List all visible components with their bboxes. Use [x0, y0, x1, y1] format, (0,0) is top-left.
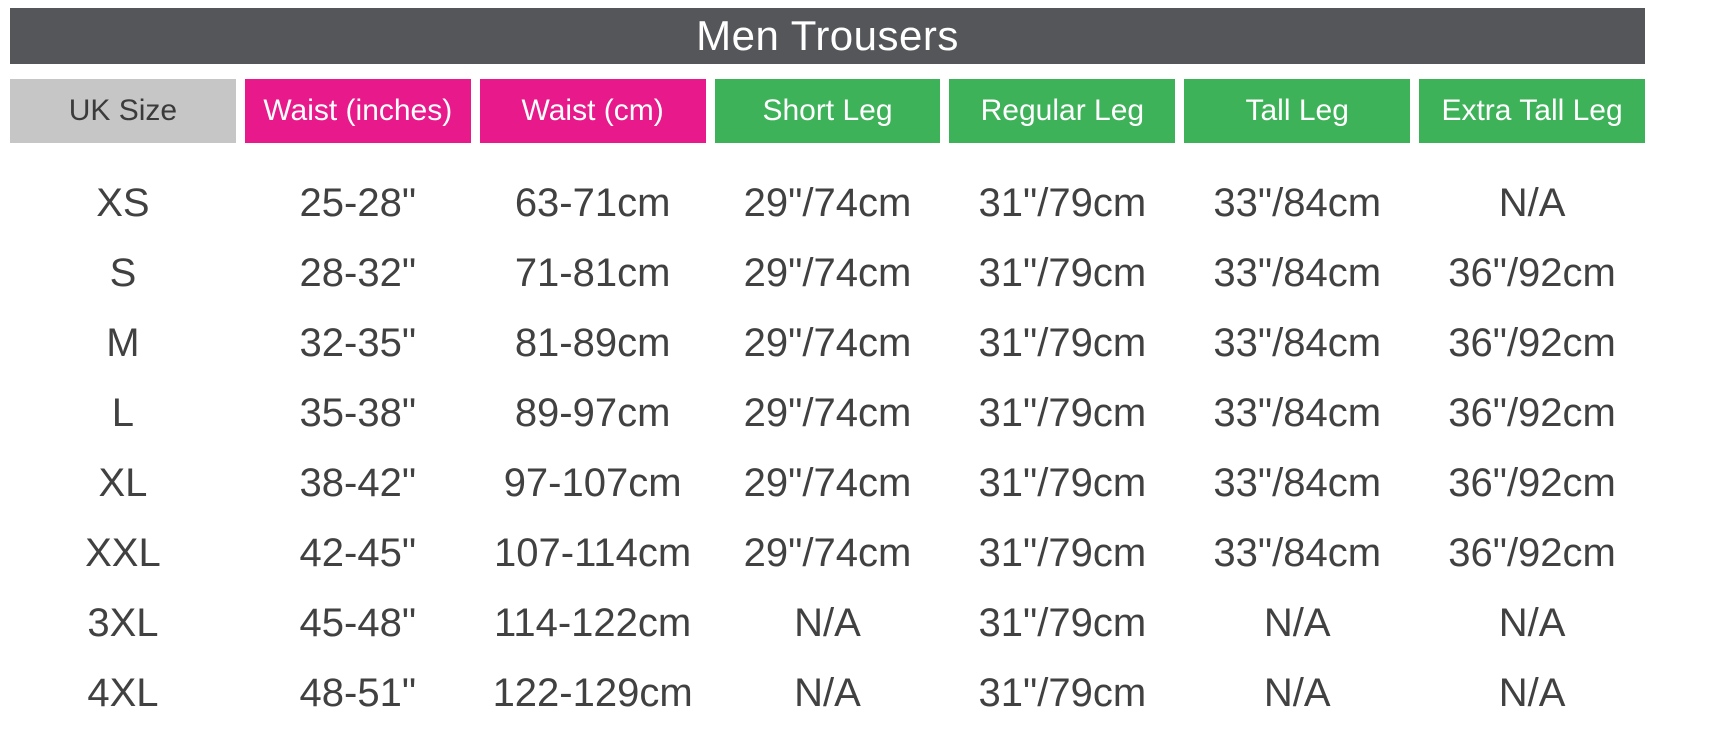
cell-tall-leg: N/A — [1263, 670, 1331, 715]
cell-regular-leg: 31"/79cm — [978, 180, 1147, 225]
cell-tall-leg: 33"/84cm — [1213, 250, 1382, 295]
cell-tall-leg: 33"/84cm — [1213, 530, 1382, 575]
table-row-m: M 32-35" 81-89cm 29"/74cm 31"/79cm 33"/8… — [10, 308, 1645, 378]
cell-waist-cm: 97-107cm — [503, 460, 682, 505]
cell-short-leg: N/A — [794, 600, 861, 645]
cell-short-leg: N/A — [794, 670, 861, 715]
cell-short-leg: 29"/74cm — [743, 390, 912, 435]
column-header-waist-cm: Waist (cm) — [479, 79, 706, 143]
cell-waist-cm: 89-97cm — [514, 390, 671, 435]
table-row-s: S 28-32" 71-81cm 29"/74cm 31"/79cm 33"/8… — [10, 238, 1645, 308]
cell-extra-tall-leg: N/A — [1498, 180, 1566, 225]
cell-size: XS — [96, 180, 150, 225]
table-row-xxl: XXL 42-45" 107-114cm 29"/74cm 31"/79cm 3… — [10, 518, 1645, 588]
cell-waist-inches: 25-28" — [299, 180, 417, 225]
cell-regular-leg: 31"/79cm — [978, 390, 1147, 435]
cell-extra-tall-leg: 36"/92cm — [1448, 530, 1616, 575]
cell-regular-leg: 31"/79cm — [978, 600, 1147, 645]
cell-short-leg: 29"/74cm — [743, 320, 912, 365]
cell-waist-inches: 35-38" — [299, 390, 417, 435]
cell-extra-tall-leg: 36"/92cm — [1448, 460, 1616, 505]
cell-waist-inches: 38-42" — [299, 460, 417, 505]
cell-extra-tall-leg: 36"/92cm — [1448, 320, 1616, 365]
cell-regular-leg: 31"/79cm — [978, 250, 1147, 295]
table-row-4xl: 4XL 48-51" 122-129cm N/A 31"/79cm N/A N/… — [10, 658, 1645, 728]
table-body: XS 25-28" 63-71cm 29"/74cm 31"/79cm 33"/… — [10, 168, 1645, 728]
cell-short-leg: 29"/74cm — [743, 530, 912, 575]
cell-waist-inches: 42-45" — [299, 530, 417, 575]
cell-regular-leg: 31"/79cm — [978, 320, 1147, 365]
column-header-extra-tall-leg: Extra Tall Leg — [1419, 79, 1645, 143]
column-header-waist-inches: Waist (inches) — [244, 79, 471, 143]
cell-regular-leg: 31"/79cm — [978, 530, 1147, 575]
table-row-l: L 35-38" 89-97cm 29"/74cm 31"/79cm 33"/8… — [10, 378, 1645, 448]
cell-regular-leg: 31"/79cm — [978, 460, 1147, 505]
table-row-xs: XS 25-28" 63-71cm 29"/74cm 31"/79cm 33"/… — [10, 168, 1645, 238]
cell-waist-inches: 28-32" — [299, 250, 417, 295]
column-header-short-leg: Short Leg — [714, 79, 941, 143]
cell-tall-leg: N/A — [1263, 600, 1331, 645]
table-row-3xl: 3XL 45-48" 114-122cm N/A 31"/79cm N/A N/… — [10, 588, 1645, 658]
cell-waist-cm: 81-89cm — [514, 320, 671, 365]
cell-size: XL — [98, 460, 148, 505]
cell-size: 3XL — [87, 600, 159, 645]
cell-extra-tall-leg: N/A — [1498, 600, 1566, 645]
title-bar: Men Trousers — [10, 8, 1645, 64]
table-header-row: UK Size Waist (inches) Waist (cm) Short … — [10, 79, 1645, 143]
cell-short-leg: 29"/74cm — [743, 180, 912, 225]
cell-regular-leg: 31"/79cm — [978, 670, 1147, 715]
column-header-uk-size: UK Size — [10, 79, 236, 143]
page-title: Men Trousers — [696, 12, 959, 59]
cell-extra-tall-leg: 36"/92cm — [1448, 390, 1616, 435]
cell-waist-cm: 107-114cm — [494, 530, 692, 575]
cell-tall-leg: 33"/84cm — [1213, 390, 1382, 435]
table-row-xl: XL 38-42" 97-107cm 29"/74cm 31"/79cm 33"… — [10, 448, 1645, 518]
column-header-tall-leg: Tall Leg — [1184, 79, 1411, 143]
cell-extra-tall-leg: N/A — [1498, 670, 1566, 715]
cell-waist-inches: 45-48" — [299, 600, 417, 645]
cell-size: S — [109, 250, 137, 295]
cell-short-leg: 29"/74cm — [743, 460, 912, 505]
cell-size: M — [106, 320, 140, 365]
cell-size: 4XL — [87, 670, 159, 715]
cell-short-leg: 29"/74cm — [743, 250, 912, 295]
cell-tall-leg: 33"/84cm — [1213, 180, 1382, 225]
cell-size: XXL — [85, 530, 161, 575]
cell-tall-leg: 33"/84cm — [1213, 320, 1382, 365]
cell-waist-cm: 122-129cm — [492, 670, 693, 715]
cell-waist-inches: 48-51" — [299, 670, 417, 715]
cell-waist-inches: 32-35" — [299, 320, 417, 365]
column-header-regular-leg: Regular Leg — [949, 79, 1176, 143]
cell-extra-tall-leg: 36"/92cm — [1448, 250, 1616, 295]
cell-waist-cm: 71-81cm — [514, 250, 671, 295]
cell-waist-cm: 63-71cm — [514, 180, 671, 225]
cell-tall-leg: 33"/84cm — [1213, 460, 1382, 505]
cell-size: L — [111, 390, 135, 435]
cell-waist-cm: 114-122cm — [494, 600, 692, 645]
